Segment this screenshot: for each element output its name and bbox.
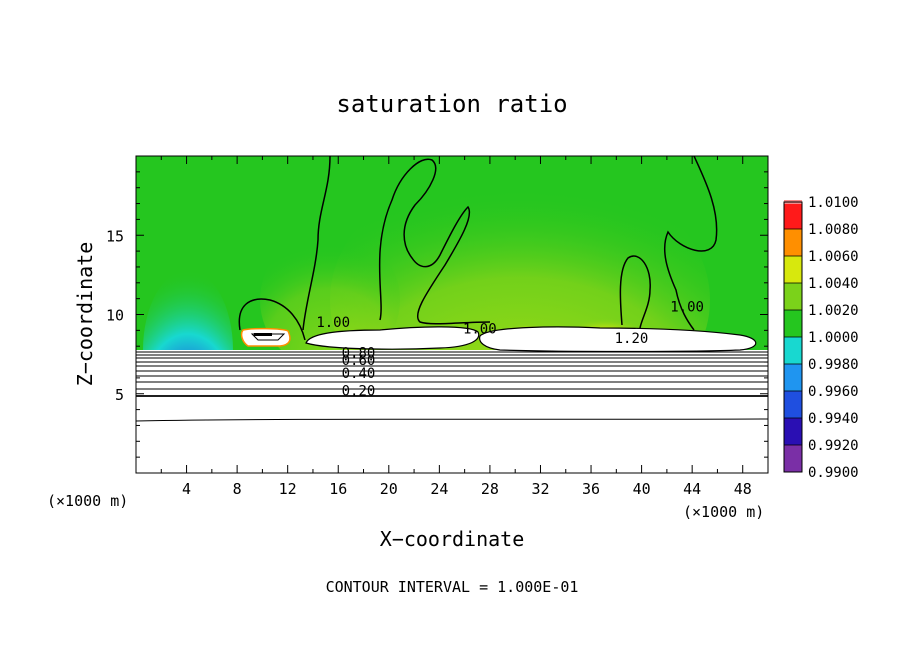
cloud-region-5 [254, 333, 272, 336]
colorbar-segment [784, 445, 802, 472]
x-unit-right: (×1000 m) [683, 503, 764, 521]
colorbar-segment [784, 229, 802, 256]
x-tick-label: 44 [683, 480, 701, 498]
colorbar-segment [784, 202, 802, 229]
chart-title: saturation ratio [336, 90, 567, 118]
contour-label: 1.00 [463, 322, 497, 338]
colorbar-label: 0.9900 [808, 465, 859, 481]
colorbar-label: 1.0100 [808, 195, 859, 211]
contour-interval-footer: CONTOUR INTERVAL = 1.000E-01 [326, 578, 579, 596]
colorbar-segment [784, 283, 802, 310]
x-axis-ticks: 4 8 12 16 20 24 28 32 36 40 44 48 [160, 156, 752, 498]
contour-labels: 1.00 1.00 1.00 1.20 0.800.600.400.20 [316, 299, 704, 399]
contour-label: 0.40 [342, 366, 376, 382]
x-tick-label: 16 [329, 480, 347, 498]
contour-lines-1.00 [238, 156, 718, 341]
colorbar-segment [784, 337, 802, 364]
colorbar-label: 1.0060 [808, 249, 859, 265]
x-tick-label: 20 [380, 480, 398, 498]
contour-lines-lower [136, 351, 768, 422]
x-tick-label: 36 [582, 480, 600, 498]
y-tick-label: 15 [106, 227, 124, 245]
x-tick-label: 4 [182, 480, 191, 498]
colorbar-label: 0.9980 [808, 357, 859, 373]
colorbar: 0.9900 0.9920 0.9940 0.9960 0.9980 1.0000 1.00… [783, 195, 859, 481]
contour-label: 0.80 [342, 345, 376, 361]
colorbar-segment [784, 418, 802, 445]
x-axis-label: X−coordinate [380, 527, 525, 551]
cloud-region-2 [479, 326, 757, 353]
contour-label: 0.60 [342, 353, 376, 369]
colorbar-segment [784, 256, 802, 283]
colorbar-segment [784, 391, 802, 418]
contour-label: 1.00 [316, 315, 350, 331]
x-tick-label: 40 [633, 480, 651, 498]
x-tick-label: 48 [734, 480, 752, 498]
x-unit-left: (×1000 m) [47, 492, 128, 510]
x-tick-label: 12 [279, 480, 297, 498]
field-lower-white [136, 350, 768, 473]
colorbar-label: 0.9920 [808, 438, 859, 454]
contour-label: 1.00 [670, 299, 704, 315]
y-axis-ticks: 5 10 15 [106, 171, 768, 458]
x-tick-label: 32 [531, 480, 549, 498]
colorbar-segment [784, 310, 802, 337]
colorbar-label: 0.9960 [808, 384, 859, 400]
colorbar-label: 0.9940 [808, 411, 859, 427]
colorbar-label: 1.0020 [808, 303, 859, 319]
plot-area: 1.00 1.00 1.00 1.20 0.800.600.400.20 [136, 156, 768, 473]
colorbar-label: 1.0080 [808, 222, 859, 238]
x-tick-label: 8 [233, 480, 242, 498]
contour-label: 1.20 [615, 331, 649, 347]
y-tick-label: 5 [115, 386, 124, 404]
colorbar-segment [784, 364, 802, 391]
x-tick-label: 28 [481, 480, 499, 498]
y-axis-label: Z−coordinate [73, 242, 97, 387]
x-tick-label: 24 [430, 480, 448, 498]
colorbar-label: 1.0000 [808, 330, 859, 346]
cloud-region-1 [305, 326, 480, 350]
y-tick-label: 10 [106, 307, 124, 325]
colorbar-label: 1.0040 [808, 276, 859, 292]
contour-label: 0.20 [342, 383, 376, 399]
